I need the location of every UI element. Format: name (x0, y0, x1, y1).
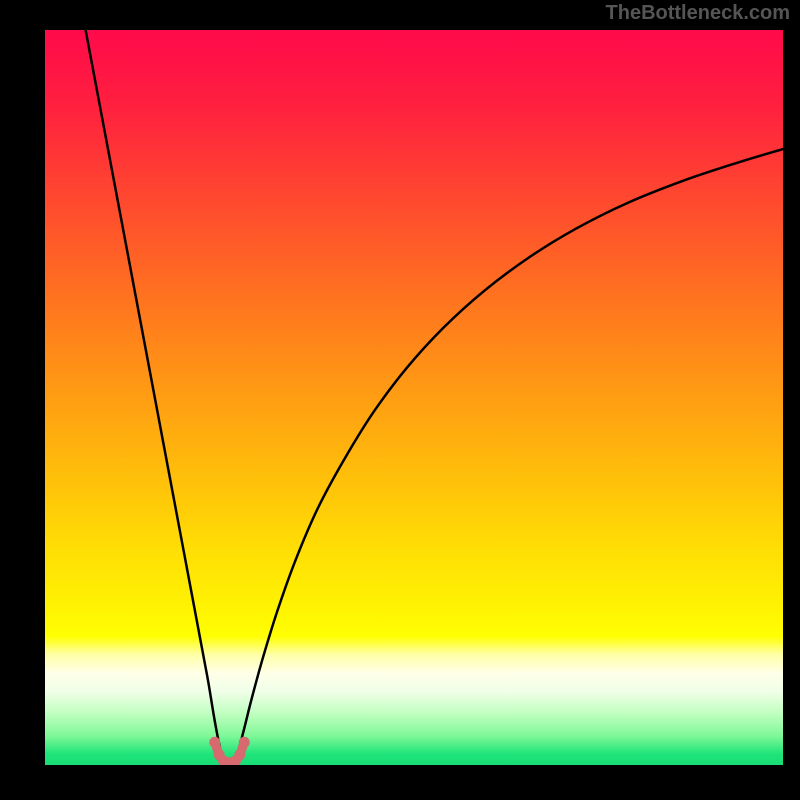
watermark-text: TheBottleneck.com (606, 2, 790, 25)
highlight-dot (239, 737, 250, 748)
chart-container: TheBottleneck.com (0, 0, 800, 800)
highlight-dot (234, 749, 245, 760)
highlight-marker (45, 30, 783, 765)
highlight-dot (209, 737, 220, 748)
